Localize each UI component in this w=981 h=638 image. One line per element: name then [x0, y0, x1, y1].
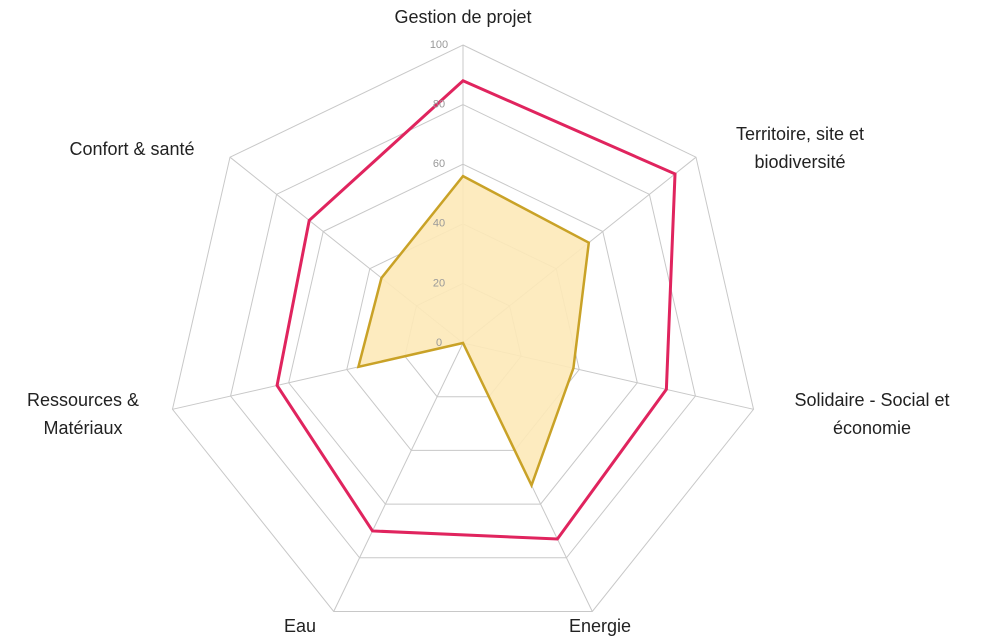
tick-label: 60 — [433, 158, 445, 170]
spoke — [333, 342, 464, 612]
category-label: Eau — [284, 616, 316, 636]
grid-ring — [171, 44, 755, 612]
grid-ring — [288, 163, 638, 505]
tick-label: 0 — [436, 337, 442, 349]
category-label: Ressources & — [27, 390, 139, 410]
category-label: Solidaire - Social et — [794, 390, 949, 410]
series-area — [356, 174, 591, 489]
category-label: Energie — [569, 616, 631, 636]
tick-label: 100 — [430, 39, 448, 51]
grid-ring — [230, 104, 696, 559]
category-label: économie — [833, 418, 911, 438]
category-label: Matériaux — [43, 418, 122, 438]
category-label: Territoire, site et — [736, 124, 864, 144]
tick-label: 80 — [433, 99, 445, 111]
category-label: biodiversité — [754, 152, 845, 172]
tick-label: 20 — [433, 277, 445, 289]
series-area — [275, 78, 677, 541]
category-label: Gestion de projet — [394, 7, 531, 27]
category-label: Confort & santé — [69, 139, 194, 159]
tick-label: 40 — [433, 218, 445, 230]
